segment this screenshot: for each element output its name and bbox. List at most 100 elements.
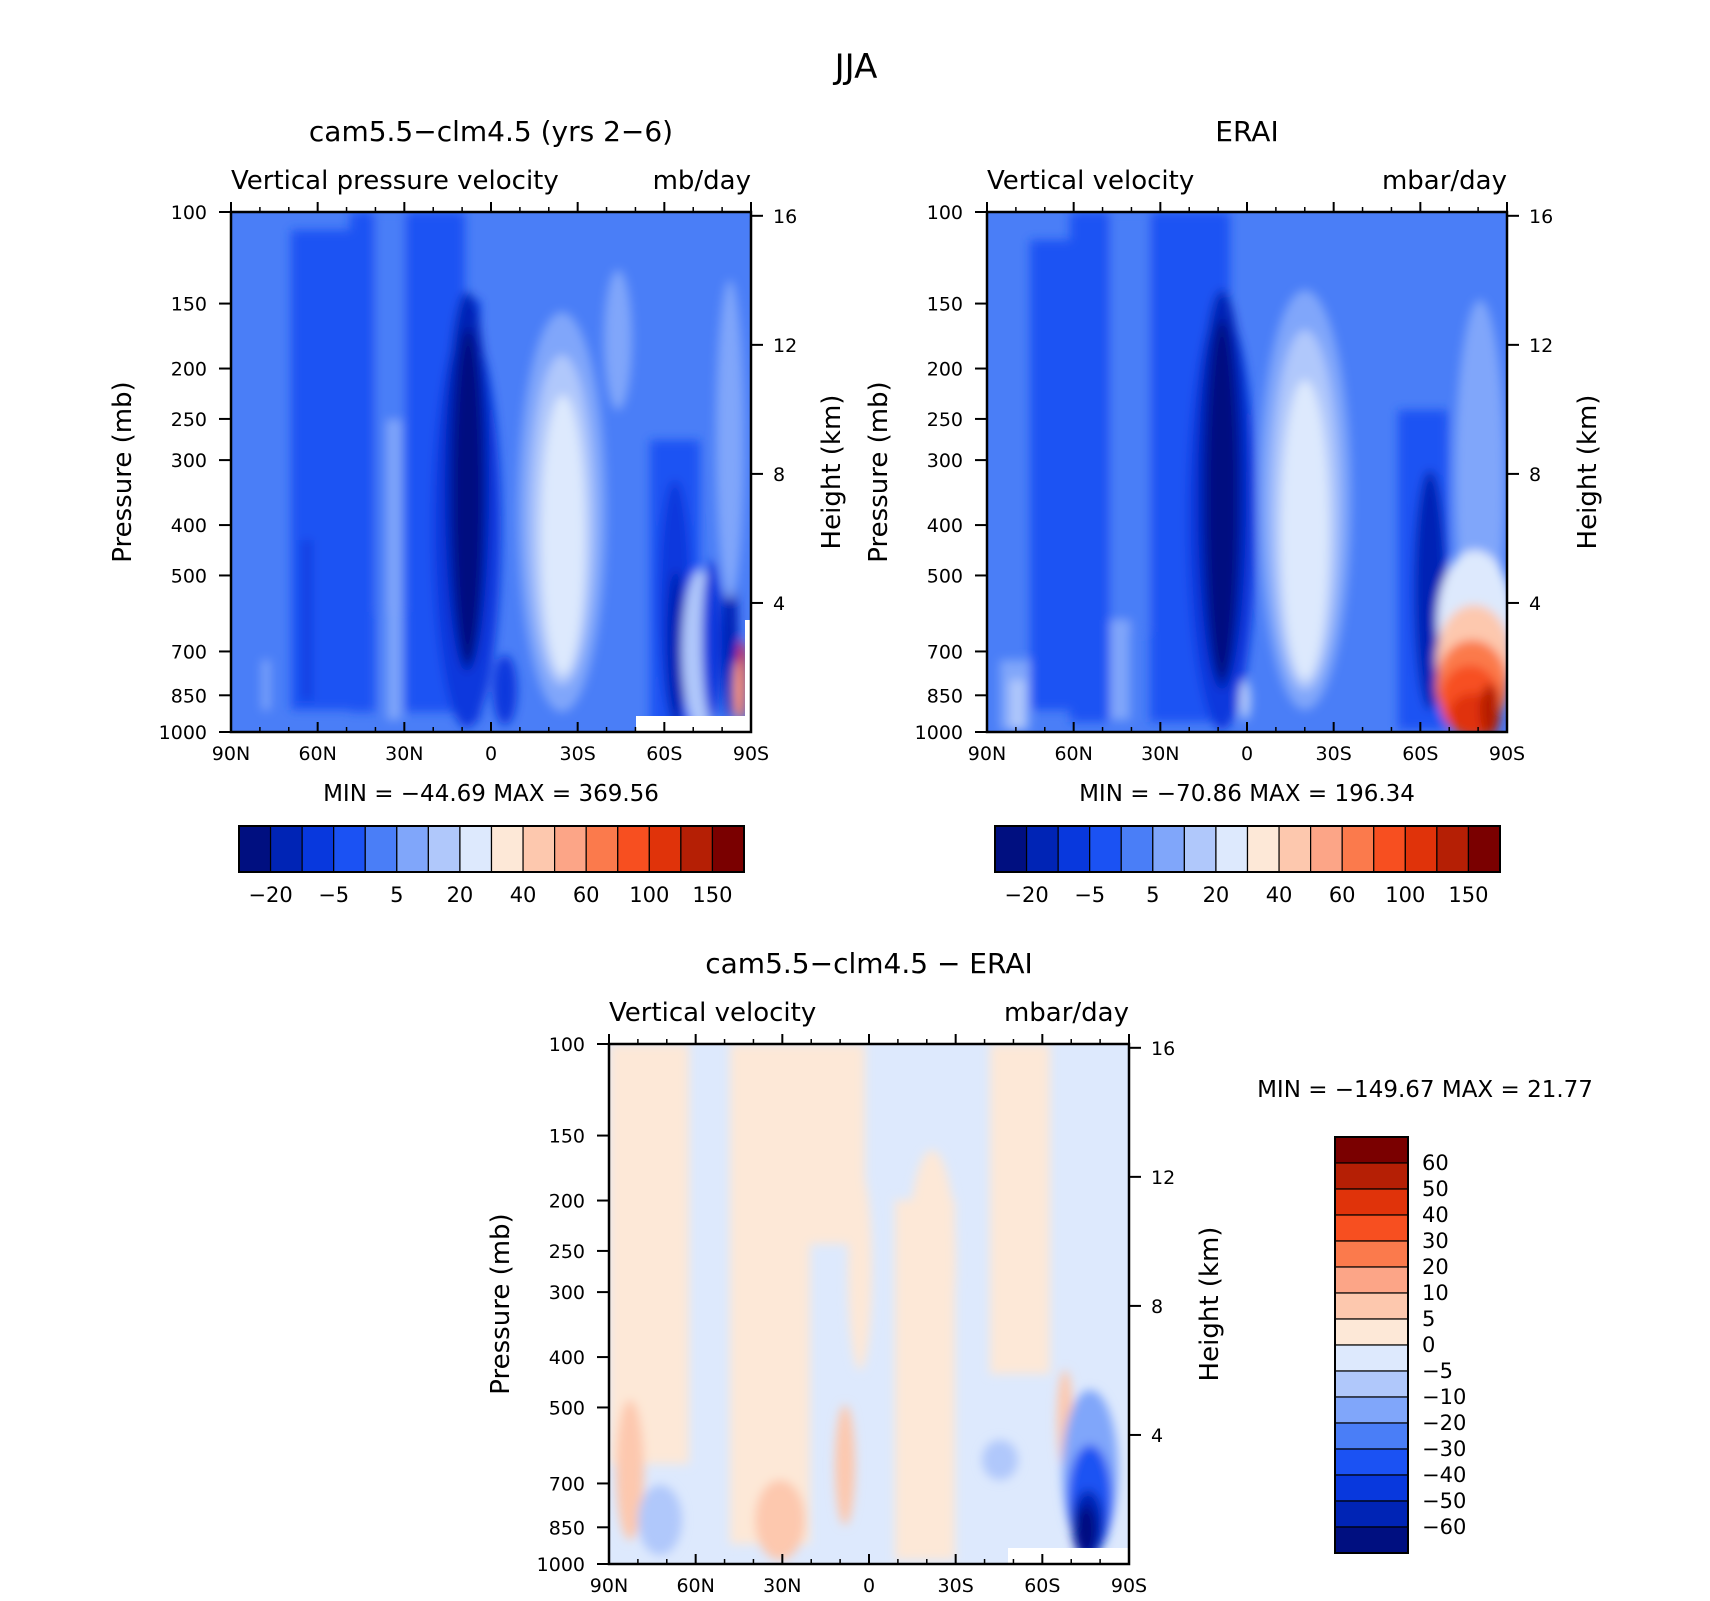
y2-axis-label: Height (km) bbox=[1195, 1227, 1225, 1382]
field-patch bbox=[1281, 380, 1329, 680]
y-tick-label: 500 bbox=[171, 565, 207, 587]
y-tick-label: 850 bbox=[549, 1517, 585, 1539]
field-patch bbox=[848, 1170, 872, 1370]
field-patch bbox=[262, 660, 270, 710]
panel-title: cam5.5−clm4.5 (yrs 2−6) bbox=[309, 115, 673, 148]
y2-tick-label: 4 bbox=[1151, 1425, 1163, 1447]
x-axis: 90N 60N 30N 0 30S 60S 90S bbox=[212, 202, 769, 765]
colorbar-swatch bbox=[1334, 1188, 1409, 1216]
field-patch bbox=[990, 1044, 1050, 1374]
field-patch bbox=[1110, 620, 1130, 720]
colorbar-swatch bbox=[1334, 1422, 1409, 1450]
y-tick-label: 150 bbox=[171, 294, 207, 316]
y2-tick-label: 8 bbox=[773, 464, 785, 486]
colorbar-swatch bbox=[1373, 825, 1406, 873]
missing-data-mask bbox=[1008, 1548, 1129, 1564]
colorbar-swatch bbox=[1334, 1396, 1409, 1424]
colorbar-label: 5 bbox=[390, 883, 403, 907]
y-tick-label: 700 bbox=[171, 641, 207, 663]
field-patch bbox=[1239, 680, 1251, 720]
y-tick-label: 200 bbox=[171, 359, 207, 381]
y2-tick-label: 8 bbox=[1529, 464, 1541, 486]
panel-difference: cam5.5−clm4.5 − ERAI Vertical velocity m… bbox=[486, 947, 1593, 1597]
field-patch bbox=[722, 560, 738, 720]
x-tick-label: 60S bbox=[1402, 743, 1438, 765]
colorbar-label: 20 bbox=[447, 883, 474, 907]
x-axis: 90N 60N 30N 0 30S 60S 90S bbox=[968, 202, 1525, 765]
colorbar-swatch bbox=[1436, 825, 1470, 873]
y-tick-label: 100 bbox=[171, 202, 207, 224]
colorbar-frame bbox=[994, 825, 1501, 873]
colorbar-label: 20 bbox=[1422, 1255, 1449, 1279]
y-tick-label: 500 bbox=[927, 565, 963, 587]
field-patch bbox=[453, 328, 483, 664]
x-tick-label: 30S bbox=[1316, 743, 1352, 765]
y-tick-label: 1000 bbox=[915, 722, 963, 744]
colorbar-label: −50 bbox=[1422, 1489, 1466, 1513]
x-tick-label: 60N bbox=[676, 1575, 714, 1597]
panel-subtitle-left: Vertical velocity bbox=[987, 166, 1194, 196]
x-tick-label: 30S bbox=[938, 1575, 974, 1597]
colorbar-label: 10 bbox=[1422, 1281, 1449, 1305]
field-patch bbox=[541, 395, 585, 675]
min-max-stats: MIN = −149.67 MAX = 21.77 bbox=[1257, 1077, 1593, 1103]
field-shading bbox=[609, 1044, 1118, 1560]
colorbar-swatch bbox=[1334, 1162, 1409, 1190]
field-patch bbox=[982, 1440, 1018, 1480]
y-axis-label: Pressure (mb) bbox=[108, 381, 138, 562]
field-patch bbox=[1010, 680, 1025, 730]
plot-field bbox=[987, 212, 1507, 732]
panel-observations: ERAI Vertical velocity mbar/day bbox=[864, 115, 1603, 907]
x-tick-label: 30N bbox=[1141, 743, 1179, 765]
x-tick-label: 60S bbox=[646, 743, 682, 765]
y-tick-label: 1000 bbox=[537, 1554, 585, 1576]
colorbar-swatch bbox=[617, 825, 650, 873]
y-tick-label: 100 bbox=[549, 1034, 585, 1056]
colorbar-label: 40 bbox=[1422, 1203, 1449, 1227]
y-tick-label: 300 bbox=[927, 450, 963, 472]
y-tick-label: 400 bbox=[549, 1347, 585, 1369]
x-tick-label: 90S bbox=[1111, 1575, 1147, 1597]
colorbar-label: −60 bbox=[1422, 1515, 1466, 1539]
colorbar-swatch bbox=[554, 825, 587, 873]
field-patch bbox=[730, 1044, 810, 1544]
colorbar-swatch bbox=[648, 825, 682, 873]
panel-subtitle-right: mb/day bbox=[653, 166, 751, 196]
colorbar-swatch bbox=[238, 825, 272, 873]
colorbar-label: 60 bbox=[573, 883, 600, 907]
colorbar-label: 60 bbox=[1422, 1151, 1449, 1175]
colorbar-label: 150 bbox=[1448, 883, 1488, 907]
colorbar-swatch bbox=[1089, 825, 1122, 873]
y-tick-label: 100 bbox=[927, 202, 963, 224]
colorbar-swatch bbox=[364, 825, 398, 873]
colorbar-label: −5 bbox=[318, 883, 349, 907]
y-tick-label: 400 bbox=[927, 515, 963, 537]
x-tick-label: 0 bbox=[485, 743, 497, 765]
colorbar-swatch bbox=[1334, 1344, 1409, 1372]
colorbar-swatch bbox=[1152, 825, 1185, 873]
y-axis: 100 150 200 250 300 400 500 700 850 1000 bbox=[159, 202, 231, 744]
min-max-stats: MIN = −44.69 MAX = 369.56 bbox=[323, 781, 659, 807]
colorbar-swatch bbox=[1334, 1500, 1409, 1528]
panel-subtitle-right: mbar/day bbox=[1382, 166, 1507, 196]
missing-data-mask bbox=[745, 620, 751, 732]
field-patch bbox=[604, 270, 632, 410]
colorbar-swatch bbox=[301, 825, 335, 873]
colorbar-swatch bbox=[1334, 1214, 1409, 1242]
x-axis: 90N 60N 30N 0 30S 60S 90S bbox=[590, 1034, 1147, 1597]
figure-title: JJA bbox=[833, 47, 878, 87]
field-patch bbox=[835, 1405, 855, 1525]
colorbar-swatch bbox=[1341, 825, 1375, 873]
colorbar-label: −10 bbox=[1422, 1385, 1466, 1409]
colorbar-swatch bbox=[1334, 1266, 1409, 1294]
colorbar-frame bbox=[1334, 1136, 1409, 1554]
colorbar-swatch bbox=[1310, 825, 1343, 873]
colorbar-swatch bbox=[1057, 825, 1091, 873]
colorbar-swatch bbox=[427, 825, 461, 873]
x-tick-label: 90S bbox=[733, 743, 769, 765]
y-tick-label: 200 bbox=[549, 1191, 585, 1213]
y2-tick-label: 16 bbox=[1151, 1038, 1175, 1060]
field-shading bbox=[262, 212, 747, 730]
colorbar-swatch bbox=[1278, 825, 1312, 873]
